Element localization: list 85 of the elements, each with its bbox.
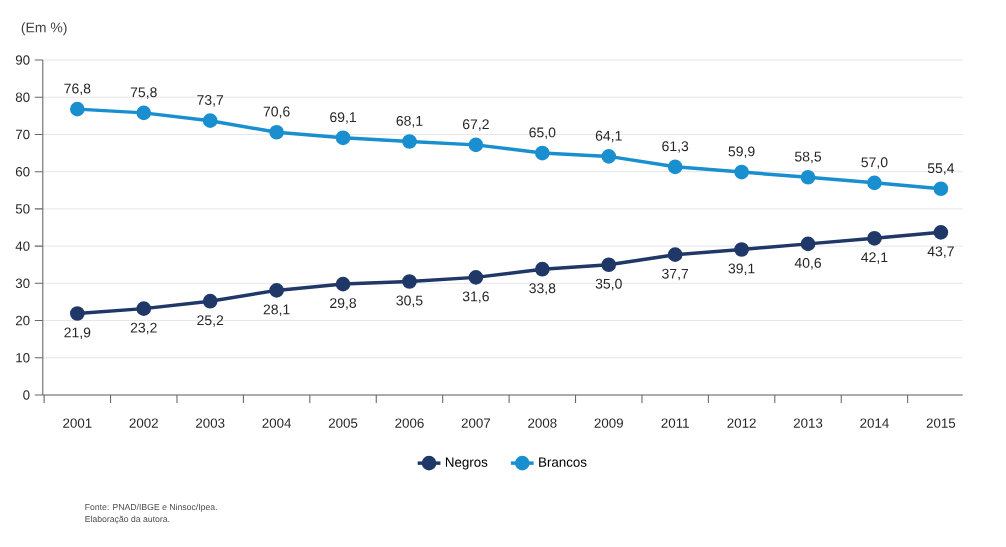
- data-label: 69,1: [330, 112, 356, 124]
- data-label: 33,8: [529, 283, 556, 295]
- x-tick-label: 2009: [594, 418, 623, 428]
- x-tick-label: 2002: [129, 418, 158, 428]
- data-label: 58,5: [794, 151, 822, 164]
- point: [136, 105, 152, 121]
- point: [70, 101, 85, 117]
- y-tick-label: 40: [15, 241, 30, 251]
- point: [269, 124, 284, 140]
- point: [468, 270, 484, 285]
- y-tick-label: 50: [15, 204, 30, 214]
- source-note: Fonte: PNAD/IBGE e Ninsoc/Ipea.: [85, 503, 217, 512]
- point: [867, 230, 882, 246]
- point: [667, 247, 683, 263]
- data-label: 57,0: [861, 157, 888, 169]
- data-label: 37,7: [662, 268, 689, 281]
- data-label: 39,1: [728, 263, 755, 276]
- point: [534, 145, 550, 161]
- legend-label: Negros: [445, 457, 488, 470]
- data-label: 30,5: [396, 295, 423, 308]
- x-tick-label: 2015: [926, 418, 956, 428]
- data-label: 43,7: [927, 246, 954, 258]
- data-label: 70,6: [263, 106, 290, 119]
- data-label: 31,6: [462, 291, 489, 303]
- x-tick-label: 2014: [860, 418, 889, 428]
- x-tick-label: 2003: [196, 418, 225, 428]
- x-tick-label: 2011: [661, 418, 689, 428]
- data-label: 59,9: [728, 146, 755, 159]
- x-tick-label: 2008: [528, 418, 557, 428]
- y-tick-label: 30: [15, 278, 30, 289]
- y-axis-title: (Em %): [21, 22, 67, 36]
- point: [335, 130, 351, 146]
- y-tick-label: 60: [15, 166, 30, 177]
- y-tick-label: 90: [15, 55, 30, 65]
- point: [734, 164, 749, 180]
- x-tick-label: 2006: [395, 418, 424, 428]
- point: [734, 242, 749, 257]
- x-tick-label: 2007: [461, 418, 491, 428]
- data-label: 73,7: [197, 95, 224, 107]
- data-label: 29,8: [330, 298, 357, 310]
- y-tick-label: 0: [23, 390, 30, 400]
- point: [402, 274, 417, 289]
- point: [335, 276, 351, 292]
- data-label: 35,0: [595, 278, 622, 291]
- point: [601, 257, 617, 273]
- x-tick-label: 2004: [262, 418, 292, 428]
- y-tick-label: 20: [15, 315, 30, 326]
- data-label: 21,9: [64, 327, 91, 340]
- x-tick-label: 2001: [63, 418, 92, 428]
- y-tick-label: 70: [15, 129, 30, 140]
- point: [136, 301, 152, 316]
- point: [468, 137, 484, 153]
- point: [867, 175, 882, 191]
- data-label: 42,1: [861, 252, 888, 264]
- point: [800, 236, 816, 252]
- data-label: 67,2: [462, 119, 489, 131]
- data-label: 75,8: [130, 87, 157, 99]
- y-tick-label: 80: [15, 92, 30, 102]
- text: Elaboração da autora.: [85, 515, 170, 524]
- point: [70, 306, 85, 321]
- data-label: 65,0: [529, 127, 556, 140]
- data-label: 76,8: [64, 83, 91, 96]
- point: [402, 134, 417, 149]
- point: [933, 225, 949, 240]
- point: [601, 149, 617, 164]
- point: [202, 293, 218, 309]
- x-tick-label: 2013: [793, 418, 823, 428]
- x-tick-label: 2005: [328, 418, 358, 428]
- data-label: 68,1: [396, 115, 423, 128]
- point: [269, 283, 284, 298]
- data-label: 64,1: [595, 130, 622, 143]
- data-label: 23,2: [130, 322, 157, 335]
- data-label: 55,4: [927, 163, 955, 175]
- data-label: 25,2: [197, 315, 224, 327]
- data-label: 61,3: [662, 141, 689, 153]
- data-label: 28,1: [263, 304, 290, 317]
- point: [534, 261, 550, 277]
- point: [800, 169, 816, 185]
- x-tick-label: 2012: [727, 418, 756, 428]
- y-tick-label: 10: [16, 353, 30, 363]
- legend-label: Brancos: [539, 457, 587, 467]
- point: [667, 159, 683, 175]
- point: [202, 113, 218, 129]
- point: [933, 181, 949, 197]
- data-label: 40,6: [794, 257, 822, 270]
